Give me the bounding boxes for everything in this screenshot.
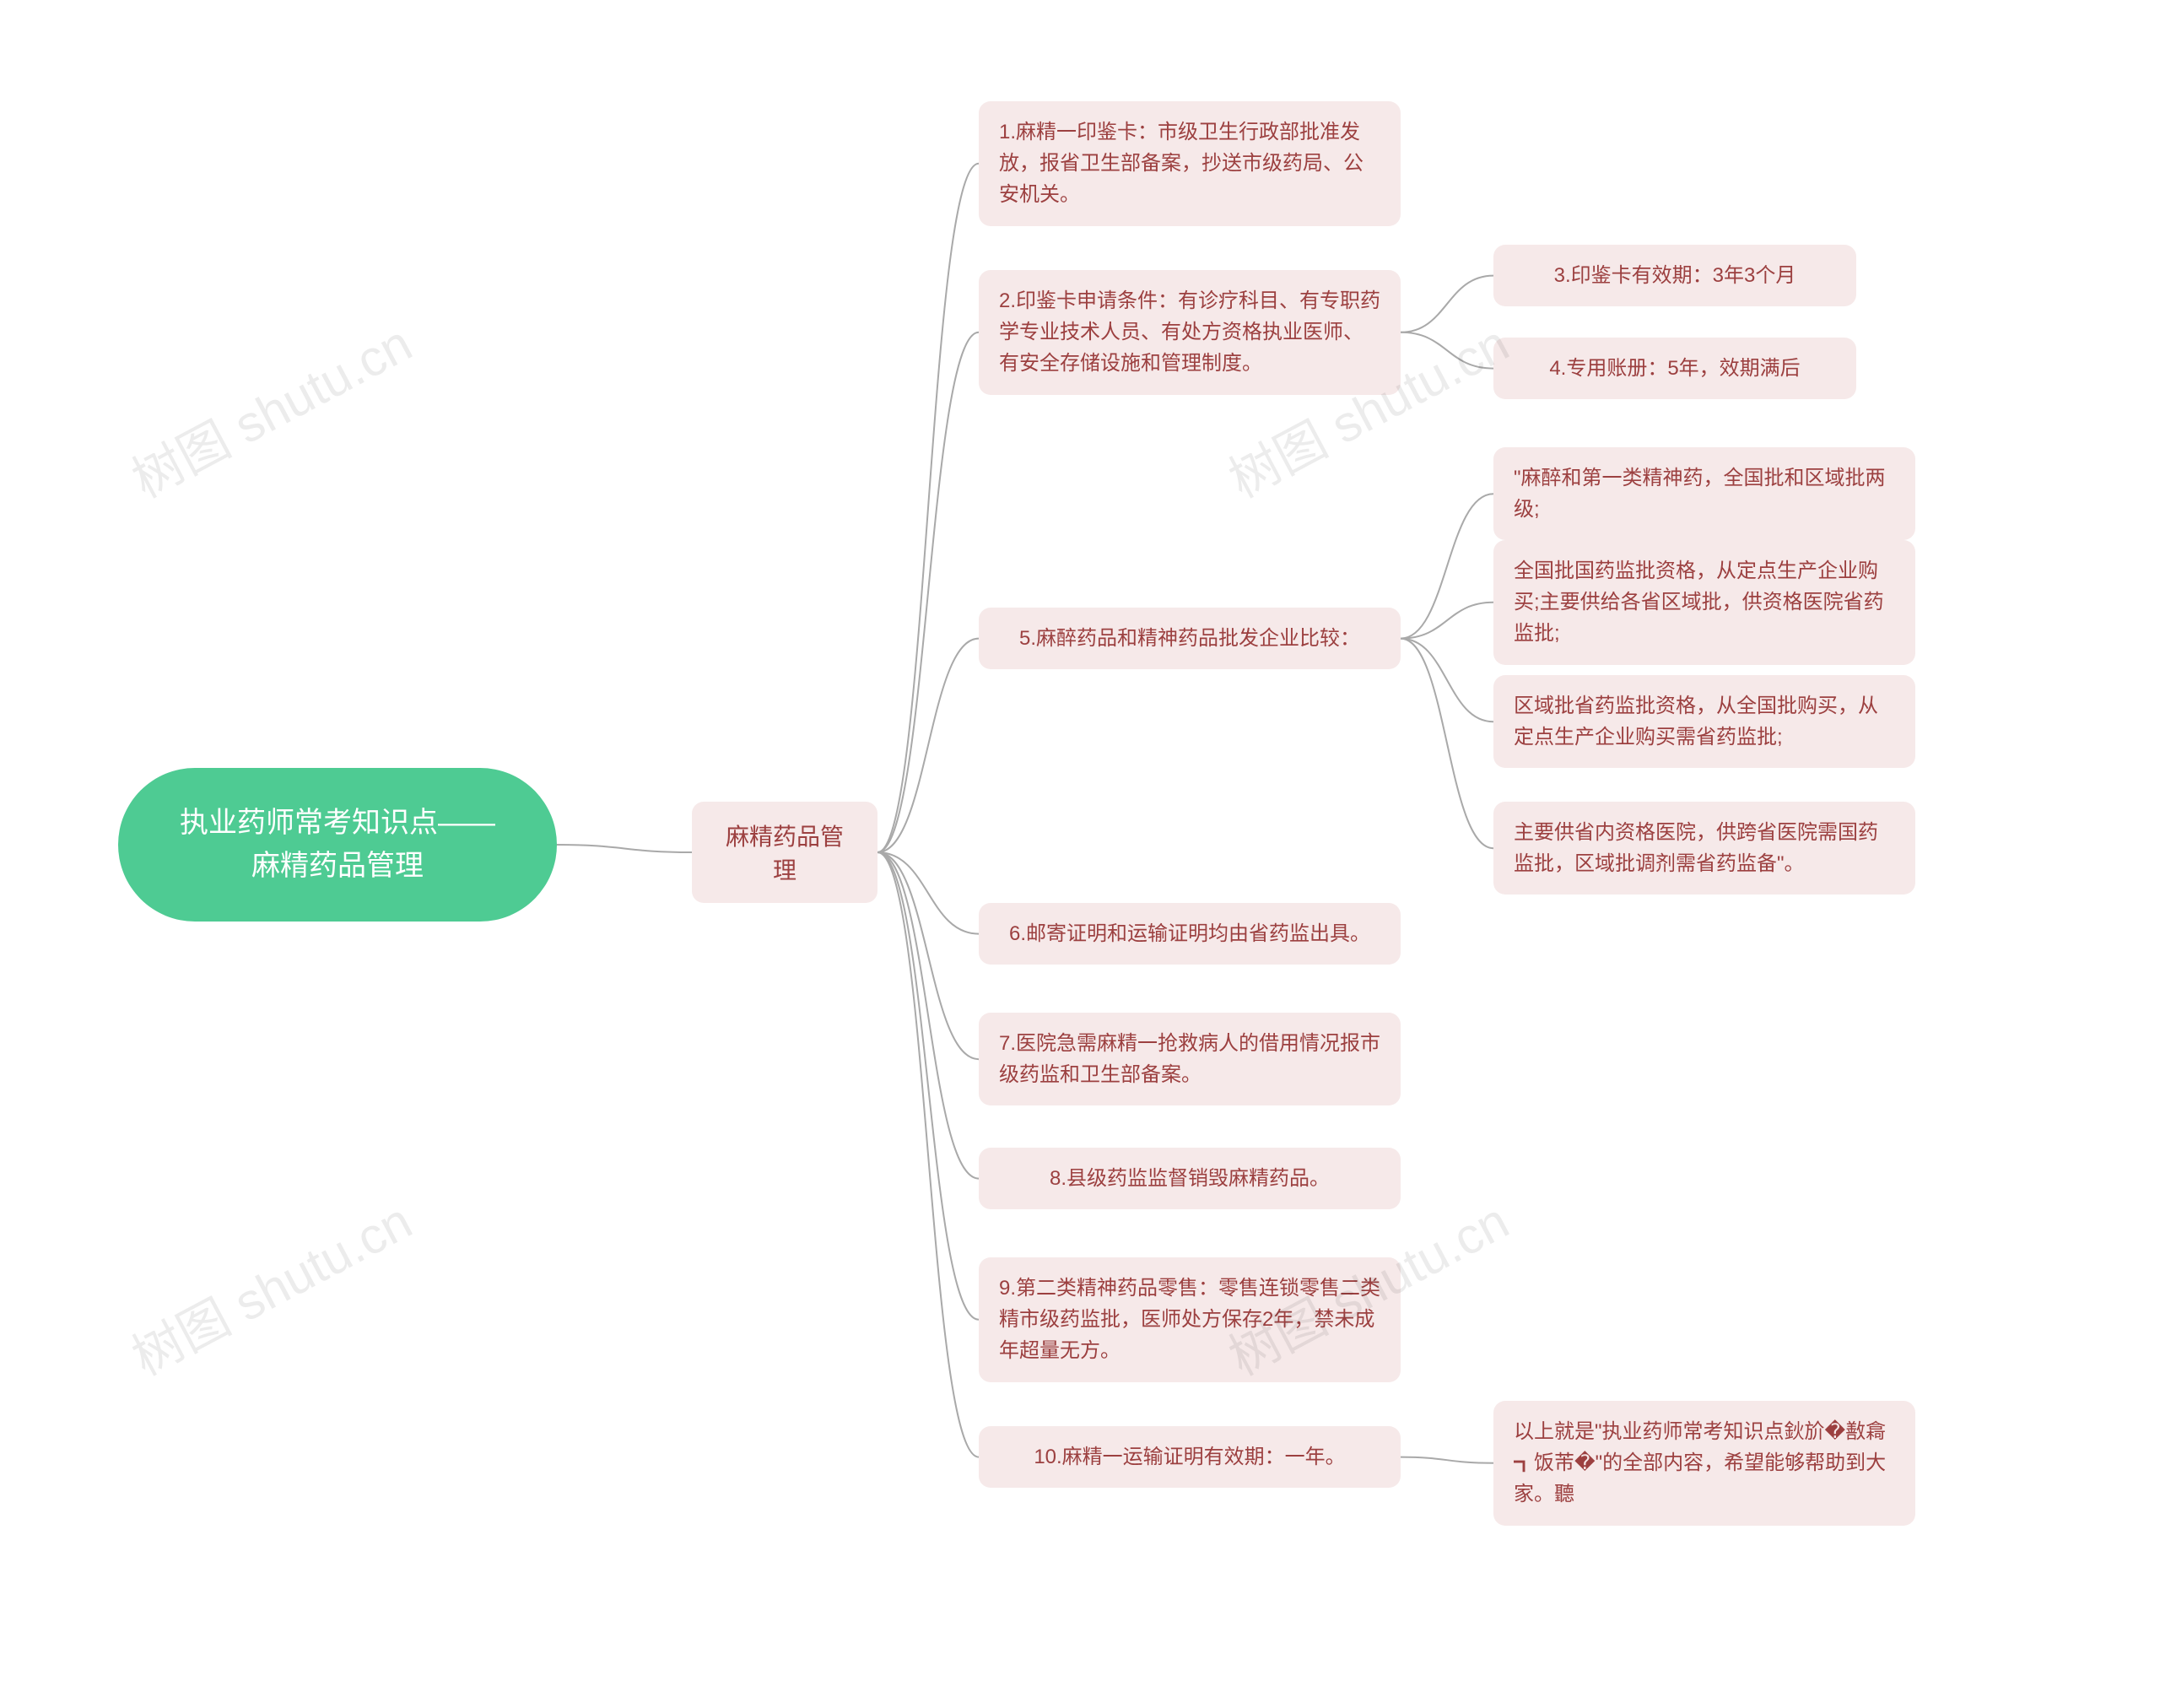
watermark: 树图 shutu.cn	[117, 1181, 423, 1390]
lvl2-node-6[interactable]: 6.邮寄证明和运输证明均由省药监出具。	[979, 903, 1401, 965]
lvl3-node-4[interactable]: 4.专用账册：5年，效期满后	[1493, 338, 1856, 399]
lvl3-node-3[interactable]: 3.印鉴卡有效期：3年3个月	[1493, 245, 1856, 306]
lvl2-label: 2.印鉴卡申请条件：有诊疗科目、有专职药学专业技术人员、有处方资格执业医师、有安…	[999, 285, 1380, 380]
lvl3-label: 区域批省药监批资格，从全国批购买，从定点生产企业购买需省药监批;	[1514, 690, 1895, 753]
lvl3-node-10a[interactable]: 以上就是"执业药师常考知识点鈥斺�敾樖┓饭芾�"的全部内容，希望能够帮助到大家。…	[1493, 1401, 1915, 1526]
lvl3-label: 主要供省内资格医院，供跨省医院需国药监批，区域批调剂需省药监备"。	[1514, 817, 1895, 879]
lvl3-label: 以上就是"执业药师常考知识点鈥斺�敾樖┓饭芾�"的全部内容，希望能够帮助到大家。…	[1514, 1416, 1895, 1511]
root-node[interactable]: 执业药师常考知识点——麻精药品管理	[118, 768, 557, 922]
lvl2-node-2[interactable]: 2.印鉴卡申请条件：有诊疗科目、有专职药学专业技术人员、有处方资格执业医师、有安…	[979, 270, 1401, 395]
lvl3-label: 全国批国药监批资格，从定点生产企业购买;主要供给各省区域批，供资格医院省药监批;	[1514, 555, 1895, 650]
lvl2-node-1[interactable]: 1.麻精一印鉴卡：市级卫生行政部批准发放，报省卫生部备案，抄送市级药局、公安机关…	[979, 101, 1401, 226]
lvl2-label: 6.邮寄证明和运输证明均由省药监出具。	[1009, 918, 1370, 949]
lvl2-label: 5.麻醉药品和精神药品批发企业比较：	[1019, 623, 1360, 654]
lvl2-node-7[interactable]: 7.医院急需麻精一抢救病人的借用情况报市级药监和卫生部备案。	[979, 1013, 1401, 1105]
lvl3-node-5d[interactable]: 主要供省内资格医院，供跨省医院需国药监批，区域批调剂需省药监备"。	[1493, 802, 1915, 895]
lvl2-label: 10.麻精一运输证明有效期：一年。	[1034, 1441, 1345, 1473]
lvl3-label: 3.印鉴卡有效期：3年3个月	[1554, 260, 1796, 291]
lvl2-node-10[interactable]: 10.麻精一运输证明有效期：一年。	[979, 1426, 1401, 1488]
lvl2-label: 9.第二类精神药品零售：零售连锁零售二类精市级药监批，医师处方保存2年，禁未成年…	[999, 1273, 1380, 1367]
lvl3-node-5a[interactable]: "麻醉和第一类精神药，全国批和区域批两级;	[1493, 447, 1915, 540]
root-label: 执业药师常考知识点——麻精药品管理	[169, 802, 506, 888]
lvl2-label: 8.县级药监监督销毁麻精药品。	[1050, 1163, 1330, 1194]
lvl1-label: 麻精药品管理	[719, 819, 850, 886]
lvl2-node-8[interactable]: 8.县级药监监督销毁麻精药品。	[979, 1148, 1401, 1209]
lvl3-label: 4.专用账册：5年，效期满后	[1549, 353, 1800, 384]
lvl3-node-5b[interactable]: 全国批国药监批资格，从定点生产企业购买;主要供给各省区域批，供资格医院省药监批;	[1493, 540, 1915, 665]
lvl2-node-9[interactable]: 9.第二类精神药品零售：零售连锁零售二类精市级药监批，医师处方保存2年，禁未成年…	[979, 1257, 1401, 1382]
lvl3-label: "麻醉和第一类精神药，全国批和区域批两级;	[1514, 462, 1895, 525]
lvl3-node-5c[interactable]: 区域批省药监批资格，从全国批购买，从定点生产企业购买需省药监批;	[1493, 675, 1915, 768]
lvl2-label: 1.麻精一印鉴卡：市级卫生行政部批准发放，报省卫生部备案，抄送市级药局、公安机关…	[999, 116, 1380, 211]
lvl2-label: 7.医院急需麻精一抢救病人的借用情况报市级药监和卫生部备案。	[999, 1028, 1380, 1090]
lvl1-node[interactable]: 麻精药品管理	[692, 802, 878, 903]
watermark: 树图 shutu.cn	[117, 304, 423, 512]
lvl2-node-5[interactable]: 5.麻醉药品和精神药品批发企业比较：	[979, 608, 1401, 669]
